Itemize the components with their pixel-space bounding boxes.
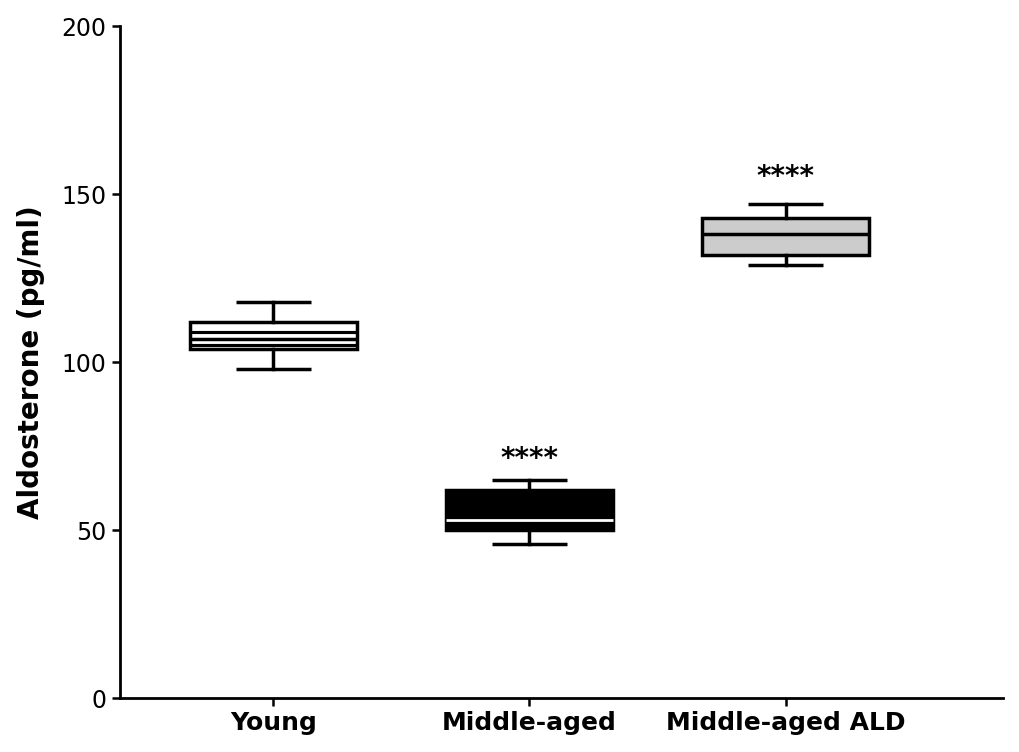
Text: ****: **** bbox=[756, 162, 814, 191]
Bar bbox=[702, 217, 868, 255]
Bar bbox=[445, 490, 612, 530]
Text: ****: **** bbox=[500, 445, 558, 473]
Y-axis label: Aldosterone (pg/ml): Aldosterone (pg/ml) bbox=[16, 205, 45, 519]
Bar bbox=[190, 322, 357, 349]
